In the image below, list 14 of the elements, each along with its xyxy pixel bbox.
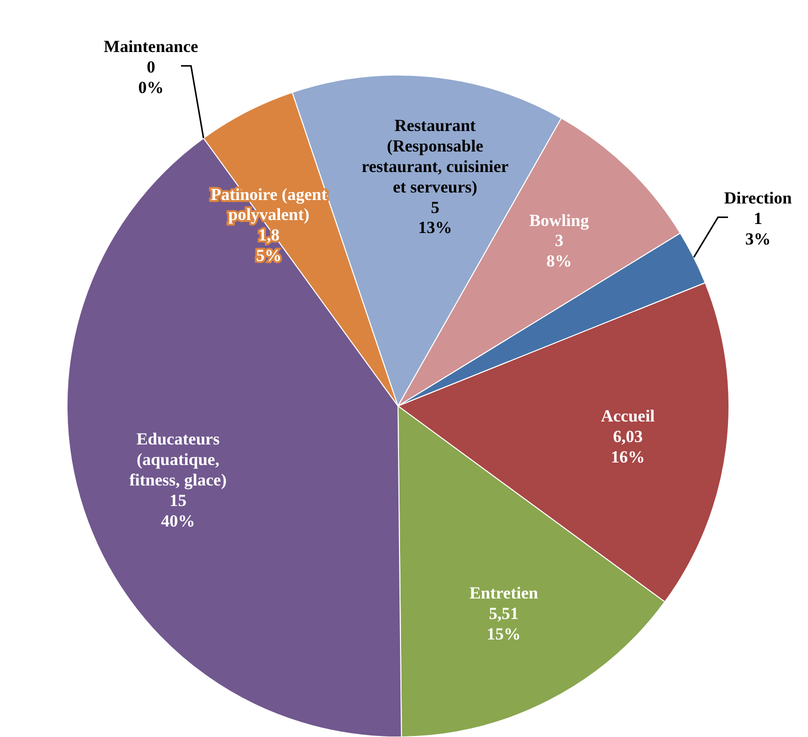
data-label: 15 40% [161, 490, 196, 530]
text: 0 0% [138, 58, 164, 98]
data-label: 3 8% [546, 231, 572, 271]
slice-label: Restaurant (Responsable restaurant, cuisinier et serveurs) [362, 116, 510, 196]
slice-label: Accueil [600, 406, 656, 426]
slice-label: Bowling [529, 210, 590, 230]
slice-label: Educateurs (aquatique, fitness, glace) [129, 430, 227, 490]
data-label: 5,51 15% [486, 604, 521, 644]
slice-label: Direction [724, 188, 792, 208]
data-label: 6,03 16% [610, 426, 645, 466]
data-label: 5 13% [418, 198, 452, 238]
slice-label: Entretien [469, 584, 539, 603]
category-label: Maintenance [104, 37, 198, 56]
data-label: 1 3% [745, 209, 771, 248]
